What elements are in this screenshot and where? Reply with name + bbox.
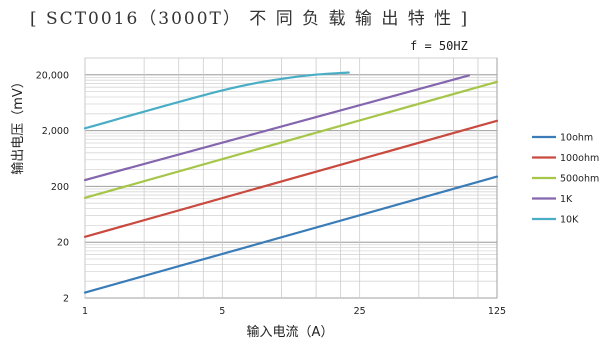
y-tick-label: 20: [57, 238, 69, 249]
legend-label: 10K: [560, 215, 579, 226]
x-tick-label: 25: [354, 306, 366, 317]
legend-label: 100ohm: [560, 153, 599, 164]
x-axis-label: 输入电流（A）: [247, 324, 334, 340]
series-line-1K: [83, 74, 471, 182]
series-line-10K: [83, 71, 350, 130]
legend-label: 10ohm: [560, 133, 593, 144]
legend-label: 1K: [560, 194, 573, 205]
legend: 10ohm 100ohm 500ohm 1K 10K: [532, 133, 599, 226]
series-line-100ohm: [83, 119, 499, 238]
x-tick-label: 5: [219, 306, 225, 317]
ticks: 1 5 25 125 2 20 200 2,000 20,000: [36, 70, 506, 317]
series-layer: [83, 71, 499, 294]
x-tick-label: 1: [82, 306, 88, 317]
y-tick-label: 200: [51, 182, 69, 193]
y-tick-label: 20,000: [36, 70, 69, 81]
frequency-annotation: f = 50HZ: [410, 39, 468, 53]
series-line-500ohm: [83, 80, 499, 199]
series-line-10ohm: [83, 175, 499, 294]
y-tick-label: 2,000: [42, 126, 69, 137]
chart-title: [ SCT0016（3000T） 不 同 负 载 输 出 特 性 ]: [30, 9, 469, 29]
x-tick-label: 125: [488, 306, 506, 317]
y-axis-label: 输出电压（mV）: [10, 75, 26, 175]
y-tick-label: 2: [63, 294, 69, 305]
legend-label: 500ohm: [560, 174, 599, 185]
